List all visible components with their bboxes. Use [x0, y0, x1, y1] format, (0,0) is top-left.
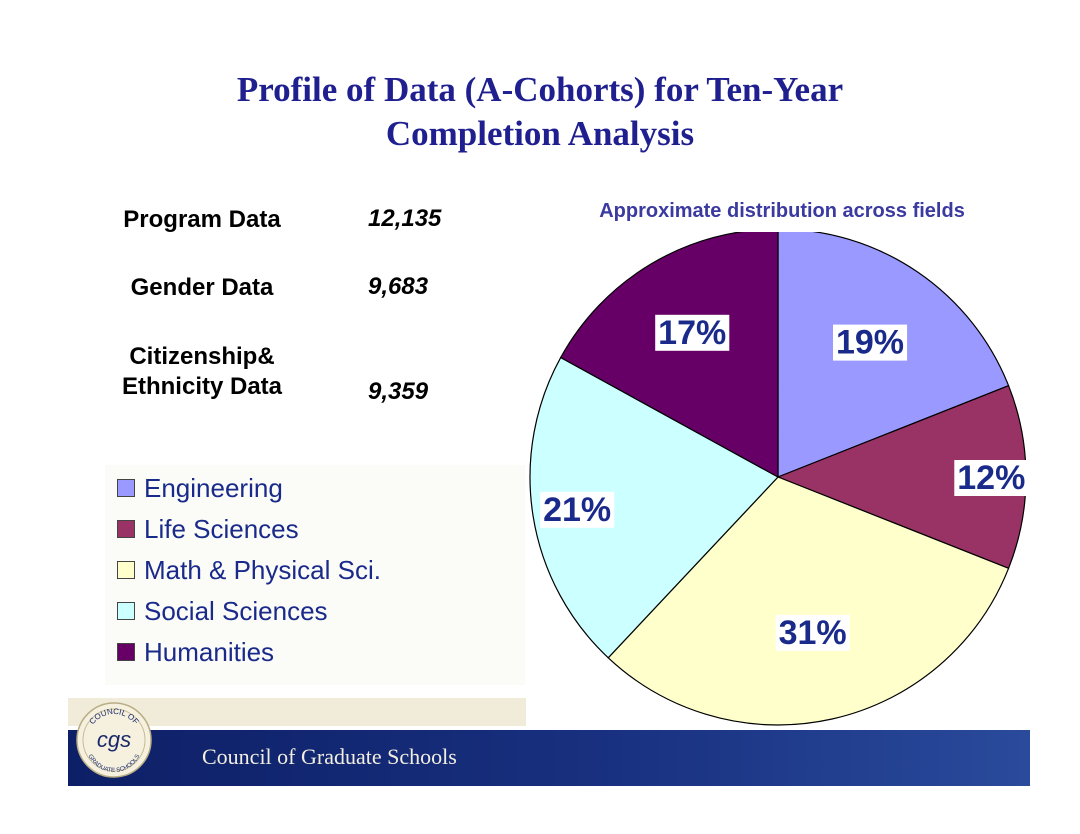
stat-value-gender: 9,683 — [368, 273, 429, 300]
legend-item-math-physical: Math & Physical Sci. — [117, 553, 381, 587]
legend-swatch — [117, 643, 135, 661]
legend-label: Life Sciences — [144, 513, 299, 544]
pie-data-label-background — [954, 460, 1029, 496]
svg-text:cgs: cgs — [97, 727, 131, 752]
title-line-2: Completion Analysis — [385, 114, 695, 153]
pie-slice-social-sciences — [529, 356, 779, 659]
legend-item-engineering: Engineering — [117, 471, 283, 505]
stat-label-gender: Gender Data — [130, 274, 274, 301]
pie-data-label-background — [655, 314, 730, 351]
legend-item-life-sciences: Life Sciences — [117, 512, 299, 546]
legend-item-social-sciences: Social Sciences — [117, 594, 328, 628]
pie-data-label: 21% — [543, 491, 611, 529]
pie-data-label: 19% — [836, 324, 904, 362]
legend-label: Engineering — [144, 472, 283, 503]
legend-label: Humanities — [144, 636, 275, 667]
stat-label-citizenship: Citizenship& Ethnicity Data — [92, 342, 312, 402]
stat-label-citizenship-line-1: Citizenship& — [129, 343, 275, 370]
stat-label-citizenship-line-2: Ethnicity Data — [121, 373, 283, 400]
legend-item-humanities: Humanities — [117, 635, 274, 669]
chart-title: Approximate distribution across fields — [599, 200, 965, 222]
legend-label: Math & Physical Sci. — [144, 554, 381, 585]
pie-data-label: 17% — [658, 314, 726, 352]
legend-label: Social Sciences — [144, 595, 328, 626]
pie-data-label: 12% — [957, 459, 1025, 497]
legend-swatch — [117, 520, 135, 538]
chart-legend: Engineering Life Sciences Math & Physica… — [105, 465, 525, 685]
pie-chart-area: 19% 12% 31% 21% 17% — [526, 228, 1034, 726]
pie-data-label-background — [540, 491, 615, 528]
footer-org-name: Council of Graduate Schools — [202, 744, 457, 769]
footer-bar: Council of Graduate Schools — [68, 730, 1030, 786]
legend-swatch — [117, 479, 135, 497]
title-line-1: Profile of Data (A-Cohorts) for Ten-Year — [236, 70, 844, 109]
pie-data-label-background — [775, 614, 850, 651]
page-title: Profile of Data (A-Cohorts) for Ten-Year… — [0, 68, 1080, 156]
pie-slice-math-physical-sci — [607, 476, 1010, 726]
stat-label-program: Program Data — [123, 206, 281, 233]
stat-value-program: 12,135 — [368, 205, 442, 232]
pie-chart: 19% 12% 31% 21% 17% — [529, 228, 1029, 726]
legend-swatch — [117, 602, 135, 620]
pie-data-label-background — [833, 324, 908, 361]
legend-swatch — [117, 561, 135, 579]
seal-logo-icon: COUNCIL OF GRADUATE SCHOOLS cgs — [74, 700, 154, 780]
pie-data-label: 31% — [779, 614, 847, 652]
stat-value-citizenship: 9,359 — [368, 378, 429, 405]
